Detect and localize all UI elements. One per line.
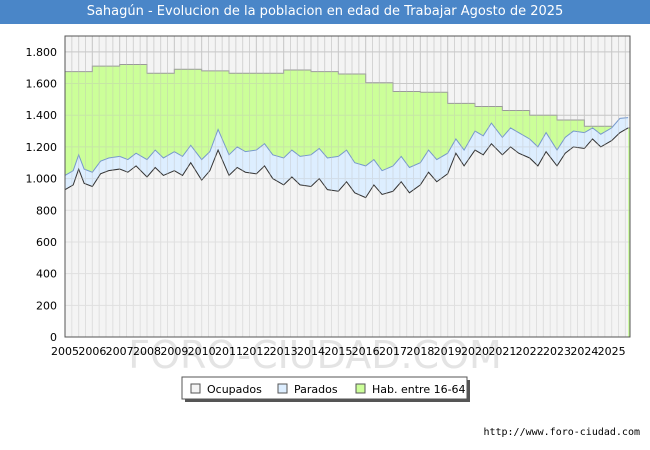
legend: Ocupados Parados Hab. entre 16-64 [181, 376, 470, 402]
area-ocupados [65, 127, 629, 337]
legend-label: Ocupados [207, 383, 262, 396]
y-tick-label: 200 [36, 299, 57, 312]
line-ocupados [64, 127, 629, 199]
x-tick-label: 2022 [516, 345, 544, 358]
x-tick-label: 2014 [297, 345, 325, 358]
legend-box [181, 376, 468, 400]
x-tick-label: 2008 [133, 345, 161, 358]
x-tick-label: 2018 [406, 345, 434, 358]
y-tick-labels: 0 200 400 600 800 1.000 1.200 1.400 1.600 1.800 [26, 46, 58, 344]
x-tick-label: 2015 [324, 345, 352, 358]
x-tick-label: 2006 [78, 345, 106, 358]
legend-label: Parados [294, 383, 338, 396]
y-tick-label: 0 [50, 331, 57, 344]
x-tick-label: 2019 [434, 345, 462, 358]
chart-title: Sahagún - Evolucion de la poblacion en e… [0, 0, 650, 24]
y-tick-label: 1.400 [26, 109, 58, 122]
x-tick-label: 2005 [51, 345, 79, 358]
x-tick-label: 2021 [488, 345, 516, 358]
axes [64, 35, 631, 338]
footer-url[interactable]: http://www.foro-ciudad.com [483, 427, 640, 438]
x-tick-label: 2020 [461, 345, 489, 358]
legend-swatch [277, 383, 288, 394]
x-tick-label: 2007 [106, 345, 134, 358]
y-tick-label: 1.800 [26, 46, 58, 59]
line-parados [64, 117, 629, 176]
y-tick-label: 400 [36, 268, 57, 281]
legend-label: Hab. entre 16-64 [372, 383, 466, 396]
y-tick-label: 800 [36, 204, 57, 217]
x-tick-label: 2012 [242, 345, 270, 358]
y-tick-label: 1.600 [26, 78, 58, 91]
x-tick-label: 2009 [160, 345, 188, 358]
x-tick-label: 2013 [270, 345, 298, 358]
x-tick-label: 2023 [543, 345, 571, 358]
y-tick-label: 1.000 [26, 173, 58, 186]
x-tick-label: 2017 [379, 345, 407, 358]
y-tick-label: 600 [36, 236, 57, 249]
x-tick-label: 2025 [598, 345, 626, 358]
legend-swatch [355, 383, 366, 394]
plot-frame [64, 35, 631, 338]
x-tick-label: 2016 [352, 345, 380, 358]
grid-overlay [64, 36, 630, 338]
watermark: FORO-CIUDAD.COM [128, 333, 502, 377]
x-tick-label: 2011 [215, 345, 243, 358]
x-tick-labels: 2005 2006 2007 2008 2009 2010 2011 2012 2013 2014… [51, 345, 626, 358]
line-hab-entre-16-64 [65, 64, 630, 129]
legend-swatch [190, 383, 201, 394]
x-tick-label: 2010 [188, 345, 216, 358]
x-tick-label: 2024 [570, 345, 598, 358]
series-areas [64, 36, 630, 338]
y-tick-label: 1.200 [26, 141, 58, 154]
